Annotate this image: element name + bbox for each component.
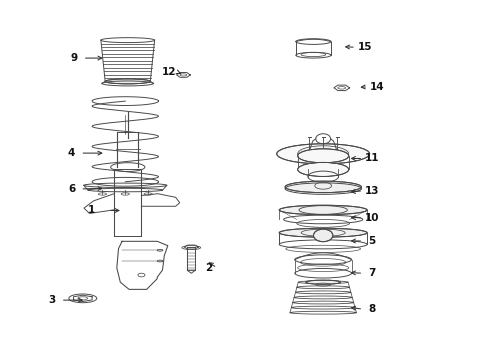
Text: 4: 4 [68, 148, 75, 158]
Text: 3: 3 [49, 295, 56, 305]
Ellipse shape [314, 229, 333, 242]
Text: 11: 11 [365, 153, 379, 163]
Text: 10: 10 [365, 213, 379, 222]
Text: 7: 7 [368, 268, 376, 278]
Text: 2: 2 [205, 263, 212, 273]
Text: 9: 9 [71, 53, 77, 63]
Text: 1: 1 [87, 206, 95, 216]
Text: 5: 5 [368, 236, 376, 246]
Text: 12: 12 [162, 67, 176, 77]
Ellipse shape [105, 79, 150, 84]
Ellipse shape [279, 205, 367, 215]
Text: 14: 14 [369, 82, 384, 92]
Text: 15: 15 [358, 42, 372, 52]
Ellipse shape [279, 228, 367, 237]
Ellipse shape [285, 181, 361, 193]
Ellipse shape [306, 280, 341, 284]
Ellipse shape [297, 149, 349, 163]
Text: 6: 6 [68, 184, 75, 194]
Text: 13: 13 [365, 186, 379, 196]
Ellipse shape [297, 162, 349, 176]
Ellipse shape [277, 144, 369, 164]
Text: 8: 8 [368, 304, 376, 314]
